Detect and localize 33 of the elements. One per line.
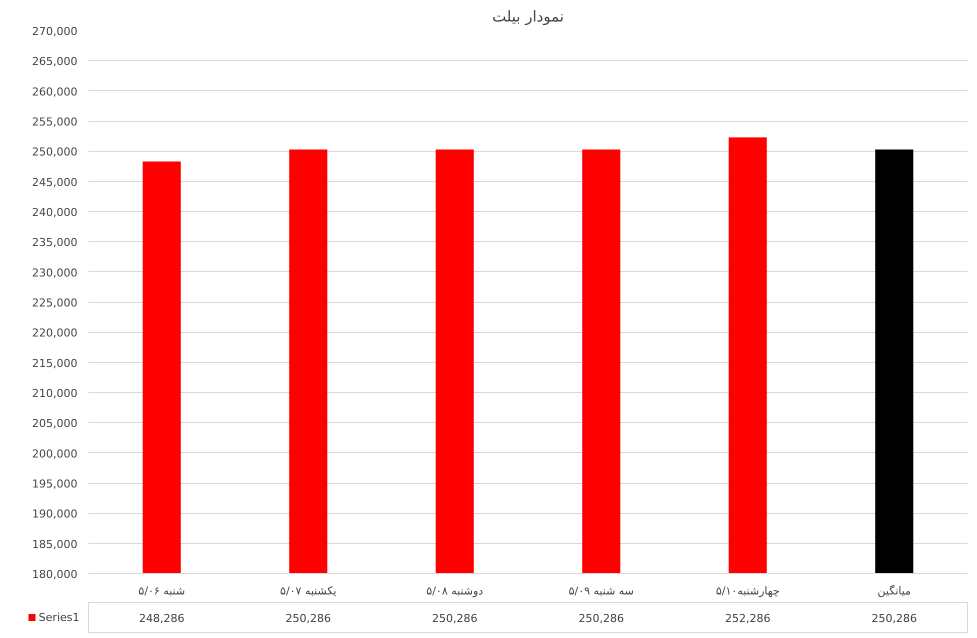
text: 250,286 [432, 612, 478, 625]
y-tick-label: 245,000 [32, 176, 78, 189]
text: 250,286 [286, 612, 332, 625]
y-tick-label: 185,000 [32, 538, 78, 551]
legend-label: Series1 [38, 611, 80, 624]
text: 250,286 [578, 612, 624, 625]
y-tick-label: 250,000 [32, 146, 78, 159]
y-tick-label: 230,000 [32, 266, 78, 280]
y-tick-label: 270,000 [32, 25, 78, 38]
y-tick-label: 190,000 [32, 508, 78, 521]
y-tick-label: 195,000 [32, 478, 78, 490]
y-tick-label: 200,000 [32, 447, 78, 460]
y-tick-label: 220,000 [32, 326, 78, 340]
y-tick-label: 235,000 [32, 236, 78, 250]
y-tick-label: 205,000 [32, 417, 78, 430]
y-tick-label: 265,000 [32, 55, 78, 68]
y-tick-label: 215,000 [32, 356, 78, 370]
x-tick-label: یکشنبه ۵/۰۷ [280, 584, 336, 598]
y-tick-label: 255,000 [32, 116, 78, 128]
chart-title: نمودار بیلت [492, 8, 564, 26]
y-tick-label: 210,000 [32, 387, 78, 400]
y-tick-label: 260,000 [32, 85, 78, 98]
y-tick-label: 180,000 [32, 568, 78, 581]
y-tick-label: 225,000 [32, 296, 78, 310]
text: 250,286 [872, 612, 918, 625]
x-tick-label: سه شنبه ۵/۰۹ [568, 584, 634, 598]
y-tick-label: 240,000 [32, 206, 78, 219]
x-tick-label: شنبه ۵/۰۶ [138, 584, 186, 598]
text: 252,286 [725, 612, 771, 625]
x-tick-label: میانگین [878, 584, 912, 598]
x-tick-label: چهارشنبه۵/۱۰ [716, 584, 780, 598]
text: 248,286 [139, 612, 185, 625]
x-tick-label: دوشنبه ۵/۰۸ [426, 584, 484, 598]
